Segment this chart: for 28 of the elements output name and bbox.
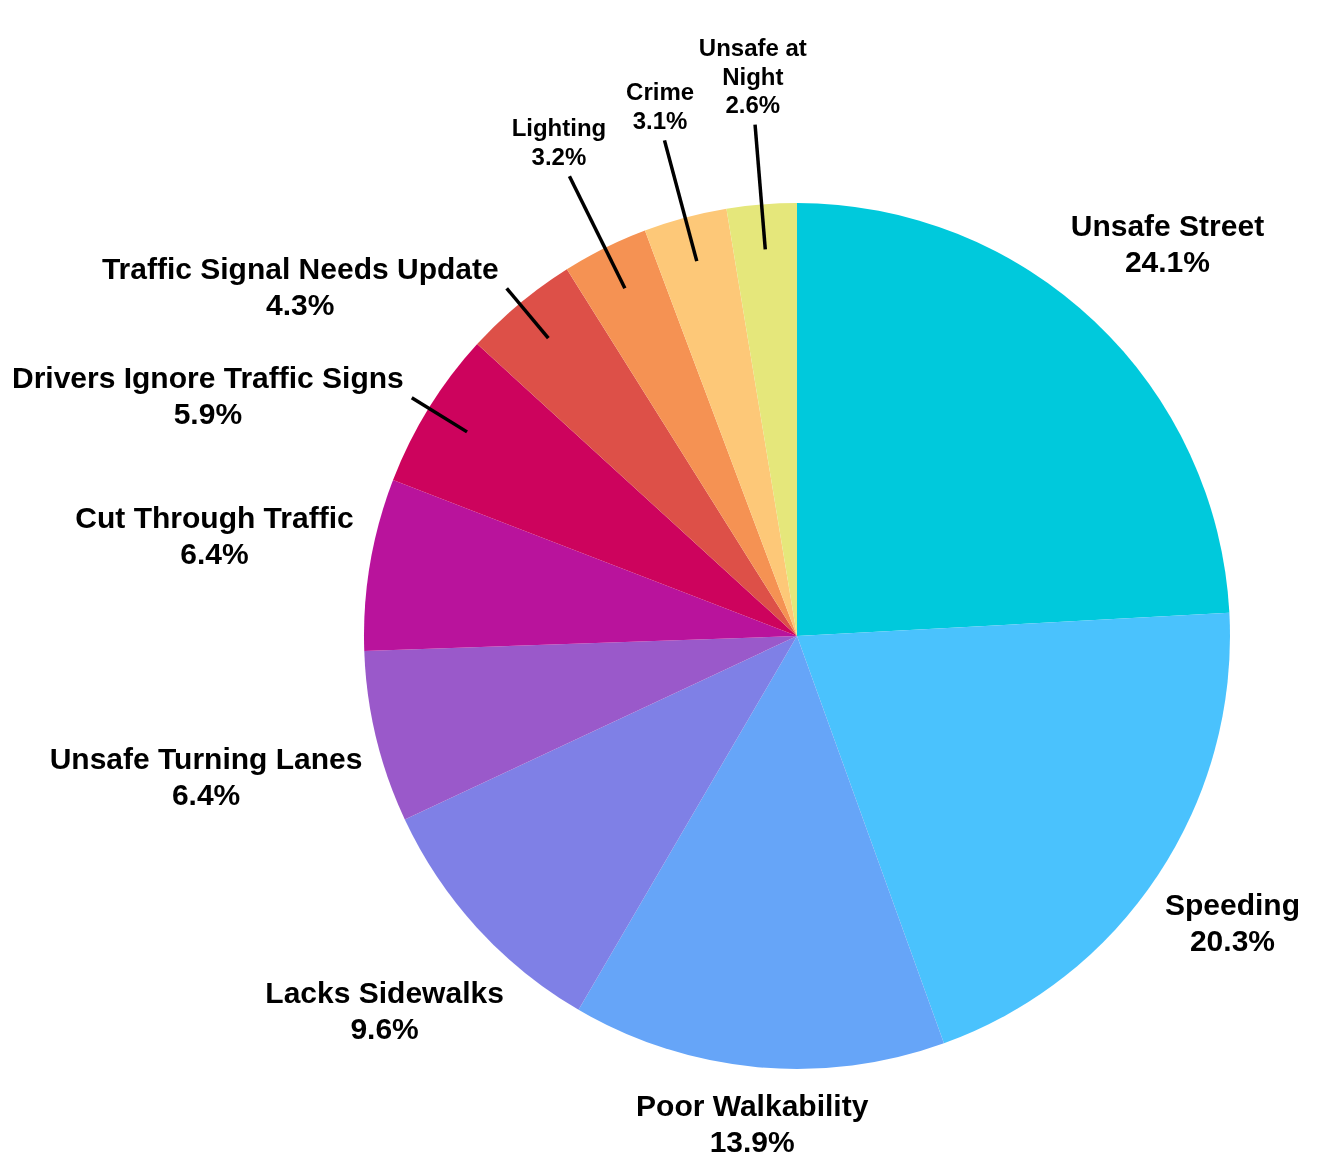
data-label: 6.4% [180,537,249,571]
slice-label: Speeding [1164,888,1300,922]
pie-slice [566,230,797,636]
data-label: 24.1% [1124,244,1210,278]
pie-slice [364,636,797,820]
data-label: 6.4% [171,777,241,811]
pie-slice [364,480,797,651]
pie-slice [644,208,797,636]
slice-label: Cut Through Traffic [75,501,354,535]
pie-slice [726,203,797,636]
pie-slice [578,636,944,1069]
data-label: 4.3% [266,287,335,321]
slice-label: Unsafe Street [1070,208,1265,242]
slice-label: Drivers Ignore Traffic Signs [11,361,404,395]
data-label: 5.9% [173,397,243,431]
slice-label: Poor Walkability [636,1088,869,1122]
data-label: 2.6% [725,91,781,119]
slice-label: Unsafe at Night [698,33,807,90]
slice-label: Crime [626,78,695,106]
slice-label: Lacks Sidewalks [265,975,504,1009]
data-label: 20.3% [1189,924,1276,958]
data-label: 13.9% [709,1124,795,1158]
slice-label: Traffic Signal Needs Update [101,251,499,285]
data-label: 9.6% [350,1011,419,1045]
slice-label: Unsafe Turning Lanes [49,741,363,775]
data-label: 3.1% [632,107,688,135]
data-label: 3.2% [531,142,587,170]
slice-label: Lighting [511,114,607,142]
